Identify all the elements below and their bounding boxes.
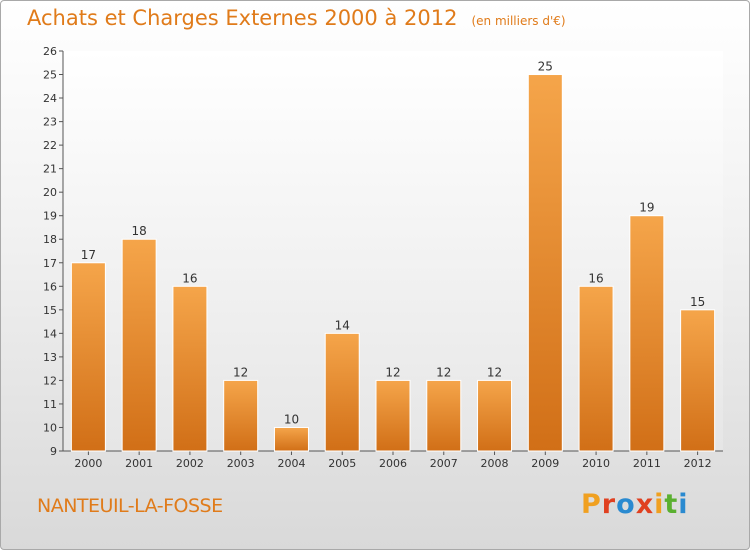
x-tick-label: 2003 [227, 457, 255, 470]
chart-unit: (en milliers d'€) [471, 14, 566, 28]
data-label: 12 [487, 365, 502, 379]
bar [578, 285, 614, 452]
data-label: 16 [588, 271, 603, 285]
y-tick-label: 25 [43, 69, 57, 82]
y-tick-label: 22 [43, 139, 57, 152]
y-tick-label: 11 [43, 398, 57, 411]
logo-letter: x [635, 489, 655, 520]
bar [172, 285, 208, 452]
proxiti-logo: Proxiti [581, 489, 689, 520]
y-tick-label: 15 [43, 304, 57, 317]
bar [477, 379, 513, 452]
x-tick-label: 2010 [582, 457, 610, 470]
data-label: 12 [385, 365, 400, 379]
data-label: 16 [182, 271, 197, 285]
y-tick-label: 9 [50, 445, 57, 458]
bars-group [70, 74, 716, 452]
x-tick-label: 2008 [481, 457, 509, 470]
data-label: 12 [233, 365, 248, 379]
bar [273, 426, 309, 452]
data-label: 12 [436, 365, 451, 379]
value-labels: 17 18 16 12 10 14 12 12 12 25 16 19 15 [81, 60, 706, 427]
y-tick-label: 13 [43, 351, 57, 364]
data-label: 14 [335, 318, 350, 332]
data-label: 18 [132, 224, 147, 238]
y-tick-label: 18 [43, 233, 57, 246]
bar [680, 309, 716, 452]
logo-letter: i [678, 489, 689, 520]
y-tick-label: 26 [43, 45, 57, 58]
bar [375, 379, 411, 452]
bar [121, 238, 157, 452]
bar [70, 262, 106, 452]
y-tick-label: 12 [43, 374, 57, 387]
x-tick-label: 2011 [633, 457, 661, 470]
y-axis: 9 10 11 12 13 14 15 16 17 18 19 20 21 22 23 24 25 26 [43, 45, 64, 458]
data-label: 17 [81, 248, 96, 262]
x-tick-label: 2006 [379, 457, 407, 470]
data-label: 19 [639, 201, 654, 215]
y-tick-label: 24 [43, 92, 57, 105]
x-tick-label: 2005 [328, 457, 356, 470]
data-label: 10 [284, 412, 299, 426]
commune-name: NANTEUIL-LA-FOSSE [37, 495, 223, 517]
x-tick-label: 2004 [277, 457, 305, 470]
chart-title: Achats et Charges Externes 2000 à 2012 (e… [27, 6, 566, 30]
y-tick-label: 23 [43, 116, 57, 129]
y-tick-label: 16 [43, 280, 57, 293]
bar [527, 74, 563, 452]
bar [426, 379, 462, 452]
x-tick-label: 2002 [176, 457, 204, 470]
y-tick-label: 17 [43, 257, 57, 270]
bar [324, 332, 360, 452]
y-tick-label: 10 [43, 421, 57, 434]
y-tick-label: 20 [43, 186, 57, 199]
logo-letter: P [581, 489, 602, 520]
y-tick-label: 19 [43, 210, 57, 223]
bar [223, 379, 259, 452]
y-tick-label: 21 [43, 163, 57, 176]
logo-letter: i [654, 489, 665, 520]
bar [629, 215, 665, 452]
logo-letter: t [664, 489, 679, 520]
x-axis: 2000 2001 2002 2003 2004 2005 2006 2007 2008 2009… [63, 450, 723, 470]
logo-letter: o [616, 489, 636, 520]
data-label: 15 [690, 295, 705, 309]
x-tick-label: 2012 [684, 457, 712, 470]
x-tick-label: 2009 [531, 457, 559, 470]
y-tick-label: 14 [43, 327, 57, 340]
x-tick-label: 2007 [430, 457, 458, 470]
x-tick-label: 2001 [125, 457, 153, 470]
logo-letter: r [601, 489, 617, 520]
x-tick-label: 2000 [74, 457, 102, 470]
data-label: 25 [538, 60, 553, 74]
